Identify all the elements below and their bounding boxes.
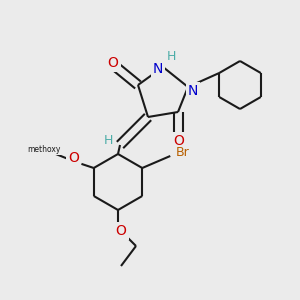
Text: N: N	[188, 84, 198, 98]
Text: H: H	[103, 134, 113, 148]
Text: O: O	[116, 224, 126, 238]
Text: methoxy: methoxy	[27, 145, 60, 154]
Text: O: O	[108, 56, 118, 70]
Text: O: O	[174, 134, 184, 148]
Text: Br: Br	[176, 146, 189, 160]
Text: N: N	[153, 62, 163, 76]
Text: O: O	[68, 151, 79, 165]
Text: H: H	[166, 50, 176, 64]
